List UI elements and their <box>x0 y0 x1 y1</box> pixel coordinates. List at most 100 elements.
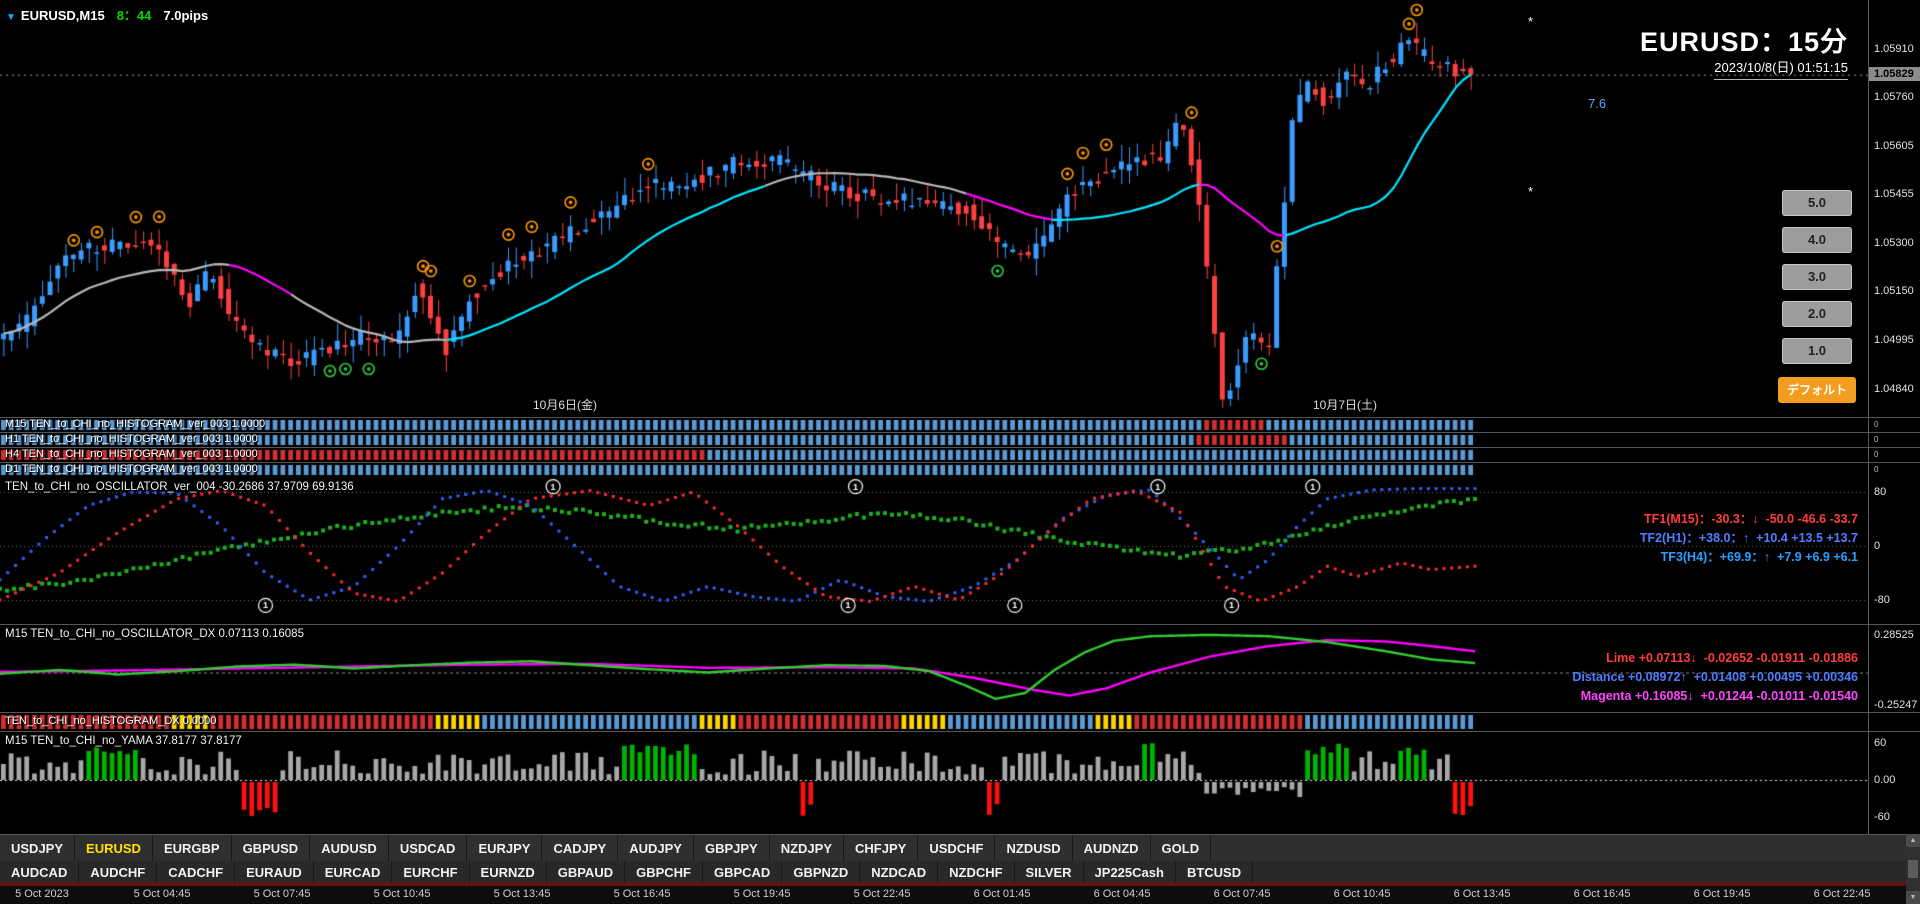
tf-readout-3: TF3(H4)：+69.9：↑ +7.9 +6.9 +6.1 <box>1660 550 1858 564</box>
oscillator-canvas[interactable] <box>0 478 1868 624</box>
chart-datetime: 2023/10/8(日) 01:51:15 <box>1714 57 1848 80</box>
scale-button-5.0[interactable]: 5.0 <box>1782 190 1852 216</box>
price-axis-label: 1.04995 <box>1874 333 1914 346</box>
pair-tab-eurchf[interactable]: EURCHF <box>392 861 470 883</box>
pair-tab-silver[interactable]: SILVER <box>1015 861 1084 883</box>
pair-tab-btcusd[interactable]: BTCUSD <box>1176 861 1254 883</box>
pair-tab-audjpy[interactable]: AUDJPY <box>618 835 694 862</box>
pair-tab-usdcad[interactable]: USDCAD <box>389 835 468 862</box>
pair-tab-eurcad[interactable]: EURCAD <box>314 861 393 883</box>
tf-readout-1: TF1(M15)：-30.3：↓ -50.0 -46.6 -33.7 <box>1644 512 1858 526</box>
tabs-scrollbar[interactable]: ▲ ▼ <box>1906 834 1920 904</box>
histogram-dx-label: TEN_to_CHI_no_HISTOGRAM_DX 0.0000 <box>5 715 217 727</box>
time-axis-label: 6 Oct 16:45 <box>1573 888 1631 900</box>
pair-tab-audcad[interactable]: AUDCAD <box>0 861 80 883</box>
time-axis-label: 5 Oct 13:45 <box>493 888 551 900</box>
pair-tab-audusd[interactable]: AUDUSD <box>310 835 389 862</box>
scrollbar-up-icon[interactable]: ▲ <box>1906 834 1920 847</box>
scale-button-3.0[interactable]: 3.0 <box>1782 264 1852 290</box>
pair-tab-nzdjpy[interactable]: NZDJPY <box>770 835 845 862</box>
dx-readout-3: Magenta +0.16085↓ +0.01244 -0.01011 -0.0… <box>1580 689 1858 703</box>
price-axis-label: 1.05910 <box>1874 42 1914 55</box>
price-axis-separator <box>1868 0 1869 834</box>
histogram-strip-d1: D1 TEN_to_CHI_no_HISTOGRAM_ver_003 1.000… <box>0 462 1920 478</box>
pair-tab-chfjpy[interactable]: CHFJPY <box>844 835 919 862</box>
yama-label: M15 TEN_to_CHI_no_YAMA 37.8177 37.8177 <box>5 735 242 747</box>
pair-tab-cadjpy[interactable]: CADJPY <box>542 835 619 862</box>
histogram-strip-label: D1 TEN_to_CHI_no_HISTOGRAM_ver_003 1.000… <box>5 463 258 475</box>
time-axis-label: 5 Oct 07:45 <box>253 888 311 900</box>
pair-tab-gbpchf[interactable]: GBPCHF <box>625 861 703 883</box>
histogram-strip-canvas-m15[interactable] <box>0 418 1868 432</box>
pair-tab-gbpnzd[interactable]: GBPNZD <box>782 861 861 883</box>
chart-annotation: 7.6 <box>1588 96 1607 111</box>
price-axis-label: 1.05150 <box>1874 284 1914 297</box>
price-axis-label: 1.05455 <box>1874 187 1914 200</box>
time-axis-label: 6 Oct 04:45 <box>1093 888 1151 900</box>
histogram-strip-m15: M15 TEN_to_CHI_no_HISTOGRAM_ver_003 1.00… <box>0 417 1920 433</box>
oscillator-dx-canvas[interactable] <box>0 625 1868 712</box>
pair-tab-eurusd[interactable]: EURUSD <box>75 835 153 862</box>
yama-panel: M15 TEN_to_CHI_no_YAMA 37.8177 37.8177 <box>0 731 1920 835</box>
strip-axis-label: 0 <box>1874 435 1879 444</box>
pair-tab-usdchf[interactable]: USDCHF <box>918 835 996 862</box>
oscillator-axis-label: 80 <box>1874 486 1887 498</box>
pair-tab-gold[interactable]: GOLD <box>1151 835 1212 862</box>
pair-tab-jp225cash[interactable]: JP225Cash <box>1084 861 1176 883</box>
pair-tab-gbpjpy[interactable]: GBPJPY <box>694 835 770 862</box>
dx-readout-1: Lime +0.07113↓ -0.02652 -0.01911 -0.0188… <box>1606 651 1858 665</box>
time-axis-label: 5 Oct 16:45 <box>613 888 671 900</box>
pair-tab-gbpaud[interactable]: GBPAUD <box>547 861 626 883</box>
dx-readout-2: Distance +0.08972↑ +0.01408 +0.00495 +0.… <box>1572 670 1858 684</box>
histogram-strip-canvas-d1[interactable] <box>0 463 1868 477</box>
pair-tab-eurnzd[interactable]: EURNZD <box>470 861 547 883</box>
pair-tab-eurgbp[interactable]: EURGBP <box>153 835 232 862</box>
pair-tab-gbpcad[interactable]: GBPCAD <box>703 861 783 883</box>
yama-axis-label: 0.00 <box>1874 774 1896 786</box>
oscillator-axis-label: 0 <box>1874 540 1881 552</box>
time-axis-label: 5 Oct 2023 <box>15 888 69 900</box>
price-axis-label: 1.05605 <box>1874 139 1914 152</box>
pair-tab-euraud[interactable]: EURAUD <box>235 861 314 883</box>
chart-annotation: * <box>1528 184 1534 199</box>
pair-tab-nzdcad[interactable]: NZDCAD <box>860 861 939 883</box>
scale-button-1.0[interactable]: 1.0 <box>1782 338 1852 364</box>
main-chart-panel: ▼ EURUSD,M15 8：44 7.0pips EURUSD：15分 2023/1… <box>0 0 1920 417</box>
strip-axis-label: 0 <box>1874 420 1879 429</box>
main-chart-canvas[interactable] <box>0 0 1868 417</box>
current-price-tag: 1.05829 <box>1869 66 1920 81</box>
scrollbar-down-icon[interactable]: ▼ <box>1906 891 1920 904</box>
histogram-dx-canvas[interactable] <box>0 713 1868 731</box>
pair-tab-usdjpy[interactable]: USDJPY <box>0 835 76 862</box>
time-axis-label: 6 Oct 01:45 <box>973 888 1031 900</box>
chart-big-title: EURUSD：15分 <box>1639 27 1848 57</box>
default-scale-button[interactable]: デフォルト <box>1778 377 1856 403</box>
pair-tab-cadchf[interactable]: CADCHF <box>157 861 236 883</box>
pair-tab-nzdchf[interactable]: NZDCHF <box>938 861 1015 883</box>
pair-tab-audnzd[interactable]: AUDNZD <box>1073 835 1151 862</box>
time-axis-label: 6 Oct 10:45 <box>1333 888 1391 900</box>
pair-tabs-row-2: AUDCAD AUDCHF CADCHF EURAUD EURCAD EURCHF EURN… <box>0 861 1906 883</box>
histogram-strip-canvas-h1[interactable] <box>0 433 1868 447</box>
price-axis-label: 1.05300 <box>1874 236 1914 249</box>
scrollbar-thumb[interactable] <box>1908 860 1918 878</box>
scale-button-4.0[interactable]: 4.0 <box>1782 227 1852 253</box>
histogram-dx-strip: TEN_to_CHI_no_HISTOGRAM_DX 0.0000 <box>0 712 1920 732</box>
dx-axis-label: -0.25247 <box>1874 699 1918 711</box>
tf-readout-2: TF2(H1)：+38.0：↑ +10.4 +13.5 +13.7 <box>1639 531 1858 545</box>
pair-tab-nzdusd[interactable]: NZDUSD <box>995 835 1073 862</box>
histogram-strip-canvas-h4[interactable] <box>0 448 1868 462</box>
time-axis-label: 6 Oct 07:45 <box>1213 888 1271 900</box>
pair-tab-gbpusd[interactable]: GBPUSD <box>232 835 311 862</box>
time-axis-label: 5 Oct 22:45 <box>853 888 911 900</box>
pair-tab-audchf[interactable]: AUDCHF <box>79 861 158 883</box>
symbol-dropdown-icon[interactable]: ▼ <box>6 12 16 23</box>
time-axis-label: 6 Oct 19:45 <box>1693 888 1751 900</box>
chart-symbol-label: ▼ EURUSD,M15 8：44 7.0pips <box>6 5 208 24</box>
pair-tabs-row-1: USDJPY EURUSD EURGBP GBPUSD AUDUSD USDCAD EURJ… <box>0 834 1906 862</box>
scale-button-2.0[interactable]: 2.0 <box>1782 301 1852 327</box>
pair-tab-eurjpy[interactable]: EURJPY <box>467 835 543 862</box>
histogram-strip-label: M15 TEN_to_CHI_no_HISTOGRAM_ver_003 1.00… <box>5 418 266 430</box>
yama-canvas[interactable] <box>0 732 1868 834</box>
